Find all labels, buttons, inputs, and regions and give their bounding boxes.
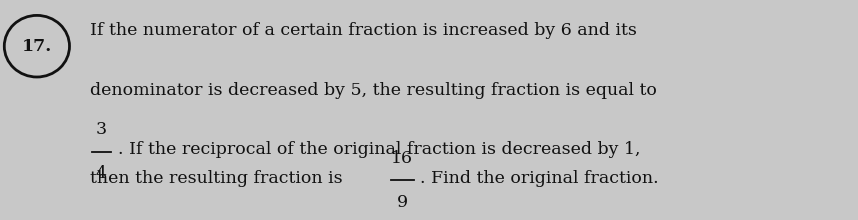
Text: If the numerator of a certain fraction is increased by 6 and its: If the numerator of a certain fraction i… xyxy=(90,22,637,39)
Text: 16: 16 xyxy=(391,150,414,167)
Text: 17.: 17. xyxy=(21,38,52,55)
Text: . If the reciprocal of the original fraction is decreased by 1,: . If the reciprocal of the original frac… xyxy=(118,141,640,158)
Text: 4: 4 xyxy=(96,165,106,182)
Text: 3: 3 xyxy=(96,121,106,138)
Text: . Find the original fraction.: . Find the original fraction. xyxy=(420,170,659,187)
Text: denominator is decreased by 5, the resulting fraction is equal to: denominator is decreased by 5, the resul… xyxy=(90,82,657,99)
Text: 9: 9 xyxy=(397,194,408,211)
Text: then the resulting fraction is: then the resulting fraction is xyxy=(90,170,342,187)
